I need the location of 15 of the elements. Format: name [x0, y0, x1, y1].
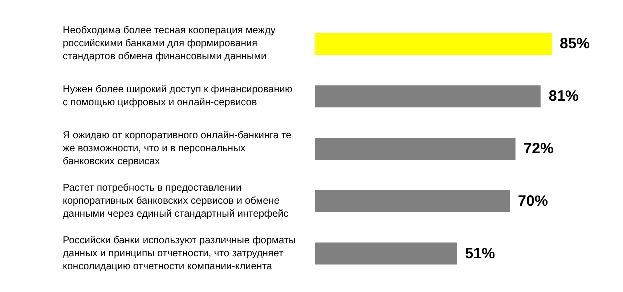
bar: [315, 190, 510, 212]
y-tick-label: Российски банки используют различные форматы данных и принципы отчетности, что затрудняет консолидацию отчетности компании-клиента: [63, 235, 296, 272]
data-label: 85%: [560, 36, 590, 53]
data-label: 72%: [524, 140, 554, 158]
y-tick-label: Необходима более тесная кооперация между российскими банками для формирования стандартов обмена финансовыми данными: [63, 26, 276, 63]
bar: [315, 138, 516, 160]
data-label: 70%: [518, 192, 548, 210]
y-tick-label: Растет потребность в предоставлении корпоративных банковских сервисов и обмене данными через единый стандартный интерфейс: [63, 182, 289, 220]
bar: [315, 33, 552, 56]
y-tick-label: Я ожидаю от корпоративного онлайн-банкинга те же возможности, что и в персональных банковских сервисах: [63, 130, 292, 168]
data-label: 51%: [465, 245, 496, 262]
data-label: 81%: [548, 88, 579, 106]
bar: [315, 86, 541, 108]
bar: [315, 242, 458, 265]
y-tick-label: Нужен более широкий доступ к финансированию с помощью цифровых и онлайн-сервисов: [63, 84, 294, 109]
